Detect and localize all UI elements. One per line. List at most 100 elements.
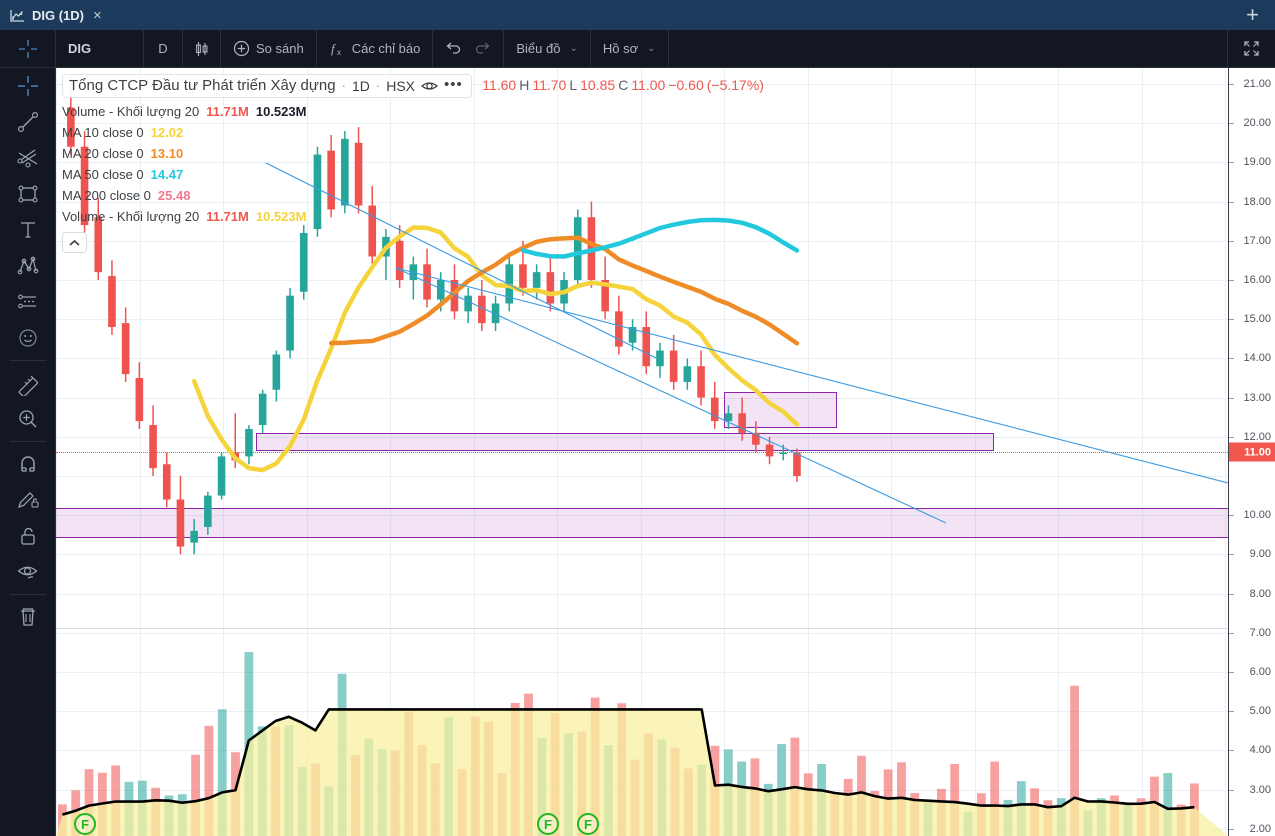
indicators-label: Các chỉ báo	[351, 41, 421, 56]
legend-indicator-rows: Volume - Khối lượng 20 11.71M 10.523M MA 10…	[62, 104, 764, 224]
layout-button[interactable]: Biểu đồ ⌄	[504, 30, 591, 67]
price-axis-label: 12.00	[1243, 430, 1271, 443]
ohlc-change: −0.60	[668, 77, 704, 93]
gridline	[56, 240, 1228, 242]
trend-line-1	[265, 162, 657, 359]
toolbar-crosshair-slot[interactable]	[0, 30, 56, 67]
measure-tool[interactable]	[0, 365, 56, 401]
pattern-tool[interactable]	[0, 248, 56, 284]
axis-tick	[1229, 515, 1234, 517]
profile-label: Hồ sơ	[602, 41, 639, 56]
gridline	[56, 397, 1228, 399]
close-icon[interactable]: ×	[93, 6, 102, 24]
axis-tick	[1229, 319, 1234, 321]
legend-row[interactable]: Volume - Khối lượng 20 11.71M 10.523M	[62, 209, 764, 224]
price-axis-label: 9.00	[1249, 548, 1271, 561]
collapse-pane-button[interactable]	[62, 232, 87, 253]
add-tab-icon[interactable]: +	[1246, 2, 1259, 27]
price-axis-label: 14.00	[1243, 352, 1271, 365]
legend-row[interactable]: Volume - Khối lượng 20 11.71M 10.523M	[62, 104, 764, 119]
magnet-tool[interactable]	[0, 446, 56, 482]
svg-text:x: x	[337, 48, 341, 57]
trend-line-tool[interactable]	[0, 104, 56, 140]
flag-marker[interactable]: F	[577, 813, 599, 835]
ohlc-close: 11.00	[631, 77, 666, 93]
stay-in-drawing-mode-tool[interactable]	[0, 482, 56, 518]
axis-tick	[1229, 593, 1234, 595]
interval-button[interactable]: D	[144, 30, 183, 67]
price-axis-label: 15.00	[1243, 313, 1271, 326]
rectangle-tool[interactable]	[0, 176, 56, 212]
support-zone-lower[interactable]	[56, 508, 1228, 538]
ohlc-high-label: H	[519, 77, 530, 93]
legend-row-value: 14.47	[150, 167, 184, 182]
indicators-button[interactable]: f x Các chỉ báo	[317, 30, 434, 67]
legend-separator: ·	[375, 78, 381, 93]
zoom-in-tool[interactable]	[0, 401, 56, 437]
legend-row-label: MA 20 close 0	[62, 146, 144, 161]
chart-tab[interactable]: DIG (1D) ×	[0, 0, 112, 30]
legend-row[interactable]: MA 50 close 0 14.47	[62, 167, 764, 182]
trend-line-3	[395, 267, 1228, 484]
price-axis[interactable]: 21.00 20.00 19.00 18.00 17.00 16.00 15.00 14.00…	[1228, 68, 1275, 836]
compare-button[interactable]: So sánh	[221, 30, 317, 67]
volume-ma-fill	[56, 709, 1228, 836]
fullscreen-button[interactable]	[1228, 30, 1275, 67]
chart-canvas[interactable]: F F F Tổng CTCP Đầu tư Phát triển Xây dự…	[56, 68, 1228, 836]
legend-row-value: 13.10	[150, 146, 184, 161]
symbol-label: DIG	[68, 41, 92, 56]
axis-tick	[1229, 750, 1234, 752]
chart-legend: Tổng CTCP Đầu tư Phát triển Xây dựng · 1…	[62, 74, 764, 253]
legend-title-row[interactable]: Tổng CTCP Đầu tư Phát triển Xây dựng · 1…	[62, 74, 472, 98]
chart-type-button[interactable]	[183, 30, 221, 67]
svg-text:f: f	[331, 41, 337, 56]
hide-drawings-tool[interactable]	[0, 554, 56, 590]
left-drawing-toolbar	[0, 68, 56, 836]
fib-retracement-tool[interactable]	[0, 140, 56, 176]
emoji-tool[interactable]	[0, 320, 56, 356]
axis-tick	[1229, 789, 1234, 791]
price-axis-label: 16.00	[1243, 274, 1271, 286]
toolbar-divider	[9, 441, 46, 442]
legend-row[interactable]: MA 10 close 0 12.02	[62, 125, 764, 140]
gridline	[56, 515, 1228, 517]
axis-tick	[1229, 123, 1234, 125]
flag-marker[interactable]: F	[74, 813, 96, 835]
axis-tick	[1229, 397, 1234, 399]
symbol-button[interactable]: DIG	[56, 30, 144, 67]
text-tool[interactable]	[0, 212, 56, 248]
flag-marker[interactable]: F	[537, 813, 559, 835]
gridline	[56, 280, 1228, 281]
fullscreen-icon	[1243, 40, 1260, 57]
gridline	[56, 123, 1228, 125]
top-toolbar: DIG D So sánh	[0, 30, 1275, 68]
current-price-tag[interactable]: 11.00	[1229, 442, 1275, 462]
price-axis-label: 19.00	[1243, 156, 1271, 169]
crosshair-tool[interactable]	[0, 68, 56, 104]
support-zone-wide[interactable]	[256, 433, 994, 451]
legend-row[interactable]: MA 20 close 0 13.10	[62, 146, 764, 161]
legend-row[interactable]: MA 200 close 0 25.48	[62, 188, 764, 203]
ohlc-high: 11.70	[532, 77, 567, 93]
pane-separator[interactable]	[56, 628, 1228, 629]
eye-icon[interactable]	[421, 79, 438, 93]
axis-tick	[1229, 711, 1234, 713]
flag-label: F	[81, 816, 89, 832]
profile-button[interactable]: Hồ sơ ⌄	[591, 30, 669, 67]
price-axis-label: 18.00	[1243, 195, 1271, 208]
lock-drawings-tool[interactable]	[0, 518, 56, 554]
axis-tick	[1229, 162, 1234, 164]
undo-icon[interactable]	[445, 40, 462, 57]
legend-row-value: 12.02	[150, 125, 184, 140]
flag-label: F	[584, 816, 592, 832]
legend-more-icon[interactable]: •••	[444, 76, 463, 94]
remove-drawings-tool[interactable]	[0, 599, 56, 635]
legend-row-value: 11.71M	[206, 209, 249, 224]
redo-icon[interactable]	[474, 40, 491, 57]
toolbar-spacer	[669, 30, 1228, 67]
legend-exchange: HSX	[386, 77, 415, 94]
forecast-tool[interactable]	[0, 284, 56, 320]
gridline	[56, 632, 1228, 634]
price-axis-label: 3.00	[1249, 783, 1271, 796]
